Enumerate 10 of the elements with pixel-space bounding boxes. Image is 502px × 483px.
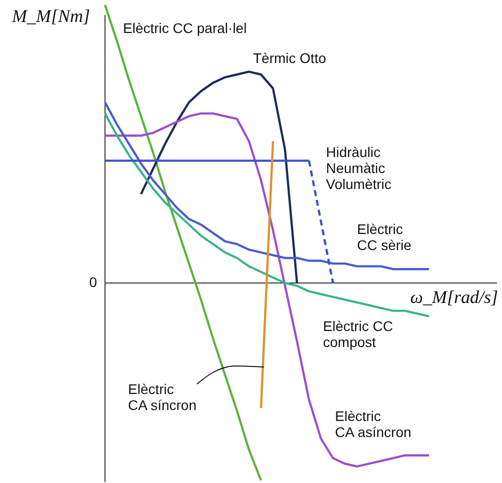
y-axis-title: M_M[Nm] (11, 6, 90, 26)
x-axis-title: ω_M[rad/s] (410, 287, 498, 307)
series-label: Hidràulic Neumàtic Volumètric (326, 144, 392, 192)
text: Elèctric CA síncron (128, 381, 196, 413)
series-label: Elèctric CC sèrie (357, 221, 412, 253)
text: 0 (89, 274, 98, 290)
series-label: Elèctric CA asíncron (335, 408, 412, 440)
series-label: Elèctric CC paral·lel (123, 20, 247, 36)
series-label: Elèctric CC compost (323, 318, 394, 350)
series-label: Tèrmic Otto (253, 50, 326, 66)
